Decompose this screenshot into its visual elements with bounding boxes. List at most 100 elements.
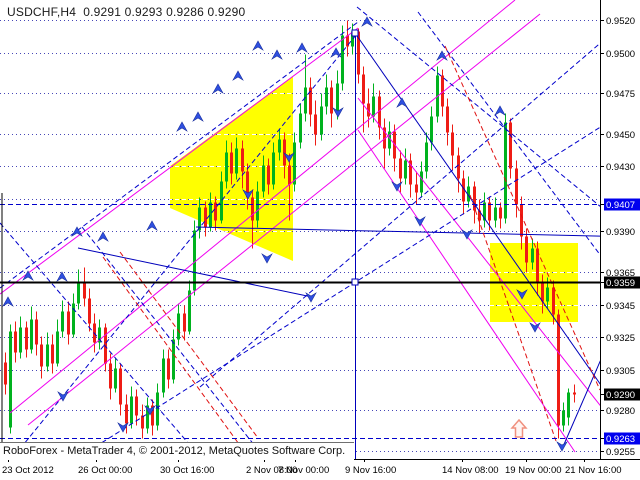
fractal-down-icon[interactable] bbox=[529, 322, 541, 333]
trendline[interactable] bbox=[77, 247, 313, 298]
line-anchor-handle[interactable] bbox=[351, 278, 359, 286]
fractal-up-icon[interactable] bbox=[97, 231, 109, 242]
fractal-down-icon[interactable] bbox=[461, 229, 473, 240]
candle-body bbox=[104, 327, 107, 364]
trendline[interactable] bbox=[357, 97, 640, 456]
fractal-up-icon[interactable] bbox=[361, 16, 373, 27]
price-label-box bbox=[604, 388, 640, 401]
candle-body bbox=[141, 415, 144, 429]
candle-body bbox=[357, 31, 360, 75]
trendline[interactable] bbox=[195, 226, 640, 237]
candle bbox=[14, 321, 17, 363]
candle-body bbox=[172, 339, 175, 380]
candle bbox=[209, 192, 212, 232]
candle-body bbox=[430, 116, 433, 143]
candle bbox=[467, 176, 470, 208]
dashed-trendline[interactable] bbox=[417, 11, 640, 308]
candle-body bbox=[67, 311, 70, 335]
candle-body bbox=[256, 191, 259, 221]
candle-body bbox=[51, 344, 54, 364]
candle bbox=[288, 153, 291, 221]
candle bbox=[567, 388, 570, 426]
fractal-down-icon[interactable] bbox=[144, 405, 156, 416]
signal-up-arrow-icon[interactable] bbox=[510, 418, 528, 438]
fractal-down-icon[interactable] bbox=[414, 216, 426, 227]
price-label: 0.9450 bbox=[606, 130, 635, 141]
fractal-down-icon[interactable] bbox=[332, 107, 344, 118]
fractal-down-icon[interactable] bbox=[57, 391, 69, 402]
fractal-up-icon[interactable] bbox=[56, 271, 68, 282]
fractal-up-icon[interactable] bbox=[192, 111, 204, 122]
dashed-trendline[interactable] bbox=[469, 194, 557, 442]
candle bbox=[246, 163, 249, 210]
trendline[interactable] bbox=[9, 0, 516, 414]
trendline[interactable] bbox=[27, 13, 541, 426]
candle bbox=[441, 69, 444, 117]
candle-body bbox=[378, 96, 381, 128]
candle-body bbox=[72, 303, 75, 335]
candle bbox=[188, 280, 191, 335]
dashed-trendline[interactable] bbox=[81, 226, 263, 456]
fractal-up-icon[interactable] bbox=[296, 42, 308, 53]
dashed-trendline[interactable] bbox=[94, 102, 640, 448]
trendline[interactable] bbox=[561, 357, 602, 450]
fractal-up-icon[interactable] bbox=[494, 105, 506, 116]
fractal-down-icon[interactable] bbox=[261, 253, 273, 264]
candle-body bbox=[19, 327, 22, 353]
fractal-up-icon[interactable] bbox=[436, 50, 448, 61]
price-label: 0.9280 bbox=[606, 406, 635, 417]
dashed-trendline[interactable] bbox=[102, 256, 252, 462]
candle-body bbox=[288, 165, 291, 185]
fractal-up-icon[interactable] bbox=[176, 121, 188, 132]
fractal-up-icon[interactable] bbox=[396, 97, 408, 108]
dashed-trendline[interactable] bbox=[0, 222, 230, 480]
candle-body bbox=[546, 287, 549, 302]
dashed-trendline[interactable] bbox=[0, 21, 359, 289]
candle bbox=[214, 196, 217, 231]
fractal-up-icon[interactable] bbox=[22, 270, 34, 281]
trendline[interactable] bbox=[354, 32, 640, 441]
dashed-trendline[interactable] bbox=[199, 9, 640, 388]
candle-body bbox=[193, 230, 196, 291]
fractal-up-icon[interactable] bbox=[2, 296, 14, 307]
candle-body bbox=[4, 362, 7, 385]
fractal-down-icon[interactable] bbox=[242, 189, 254, 200]
fractal-down-icon[interactable] bbox=[516, 289, 528, 300]
candle bbox=[114, 358, 117, 393]
fractal-up-icon[interactable] bbox=[330, 47, 342, 58]
price-label-box bbox=[604, 276, 640, 289]
fractal-down-icon[interactable] bbox=[305, 292, 317, 303]
dashed-trendline[interactable] bbox=[356, 6, 640, 239]
trendline[interactable] bbox=[0, 27, 359, 295]
fractal-up-icon[interactable] bbox=[71, 226, 83, 237]
candle-body bbox=[14, 331, 17, 353]
line-anchor-handle[interactable] bbox=[351, 29, 359, 37]
candle-body bbox=[330, 87, 333, 114]
dashed-trendline[interactable] bbox=[444, 45, 600, 391]
fractal-up-icon[interactable] bbox=[271, 49, 283, 60]
candle-body bbox=[478, 210, 481, 221]
fractal-down-icon[interactable] bbox=[391, 181, 403, 192]
fractal-up-icon[interactable] bbox=[252, 40, 264, 51]
fractal-down-icon[interactable] bbox=[283, 152, 295, 163]
price-label: 0.9430 bbox=[606, 162, 635, 173]
dashed-trendline[interactable] bbox=[119, 251, 259, 439]
candle-body bbox=[246, 171, 249, 198]
candle-body bbox=[299, 113, 302, 143]
price-label: 0.9359 bbox=[606, 278, 635, 289]
candle-body bbox=[225, 152, 228, 182]
candle-body bbox=[415, 184, 418, 193]
fractal-up-icon[interactable] bbox=[146, 220, 158, 231]
copyright-text: RoboForex - MetaTrader 4, © 2001-2012, M… bbox=[3, 445, 346, 457]
candle-body bbox=[278, 139, 281, 153]
candle-body bbox=[98, 327, 101, 343]
dashed-trendline[interactable] bbox=[14, 34, 357, 456]
fractal-down-icon[interactable] bbox=[117, 422, 129, 433]
candle-body bbox=[372, 96, 375, 117]
candle bbox=[420, 161, 423, 198]
fractal-up-icon[interactable] bbox=[232, 70, 244, 81]
fractal-up-icon[interactable] bbox=[212, 83, 224, 94]
fractal-down-icon[interactable] bbox=[556, 441, 568, 452]
